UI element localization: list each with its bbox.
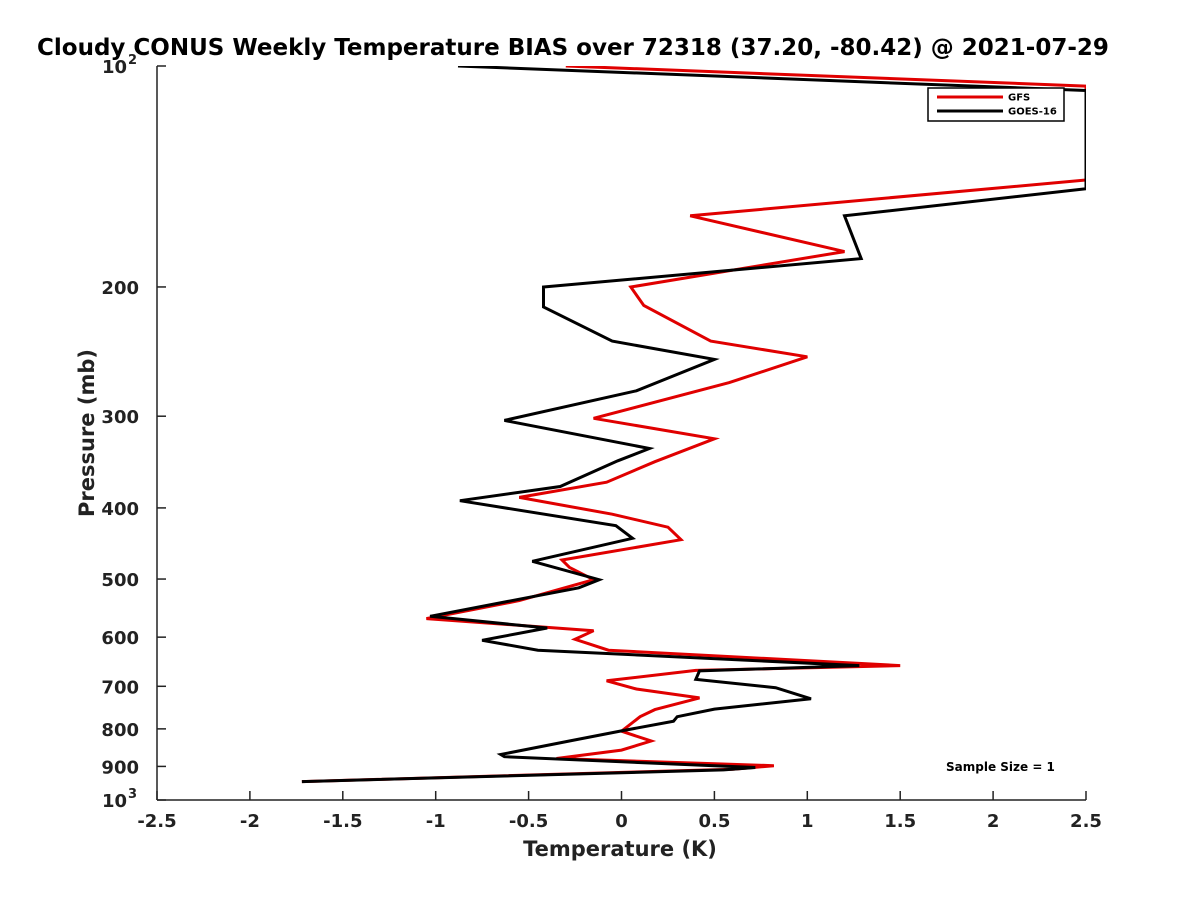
- x-tick-label: 0: [615, 811, 628, 832]
- legend-box: [927, 87, 1065, 122]
- series-line-gfs: [301, 66, 1086, 784]
- chart-title: Cloudy CONUS Weekly Temperature BIAS ove…: [37, 35, 1109, 61]
- x-tick-label: 0.5: [698, 811, 730, 832]
- y-tick-label: 10: [102, 57, 127, 78]
- x-tick-label: -1.5: [323, 811, 362, 832]
- y-tick-label: 400: [101, 499, 139, 520]
- legend-label: GOES-16: [1008, 107, 1057, 118]
- x-tick-label: 1.5: [884, 811, 916, 832]
- x-tick-label: 2.5: [1070, 811, 1102, 832]
- series-line-goes-16: [301, 66, 1086, 784]
- legend-label: GFS: [1008, 93, 1030, 104]
- y-tick-label: 500: [101, 570, 139, 591]
- y-tick-label: 900: [101, 757, 139, 778]
- y-tick-exponent: 3: [128, 787, 137, 802]
- legend: GFS GOES-16: [927, 87, 1065, 122]
- plot-area: [301, 66, 1086, 784]
- x-tick-label: 1: [801, 811, 814, 832]
- y-tick-label: 700: [101, 677, 139, 698]
- y-axis-label: Pressure (mb): [75, 349, 99, 517]
- x-tick-label: -0.5: [509, 811, 548, 832]
- y-tick-label: 600: [101, 628, 139, 649]
- y-tick-exponent: 2: [128, 53, 137, 68]
- axes: -2.5 -2 -1.5 -1 -0.5 0 0.5 1 1.5 2 2.510 2200300400…: [101, 53, 1102, 832]
- x-axis-label: Temperature (K): [523, 837, 717, 861]
- x-tick-label: 2: [987, 811, 1000, 832]
- x-tick-label: -2.5: [137, 811, 176, 832]
- x-tick-label: -2: [240, 811, 260, 832]
- y-tick-label: 200: [101, 278, 139, 299]
- y-tick-label: 10: [102, 791, 127, 812]
- sample-size-annotation: Sample Size = 1: [946, 760, 1055, 774]
- y-tick-label: 800: [101, 720, 139, 741]
- y-tick-label: 300: [101, 407, 139, 428]
- x-tick-label: -1: [426, 811, 446, 832]
